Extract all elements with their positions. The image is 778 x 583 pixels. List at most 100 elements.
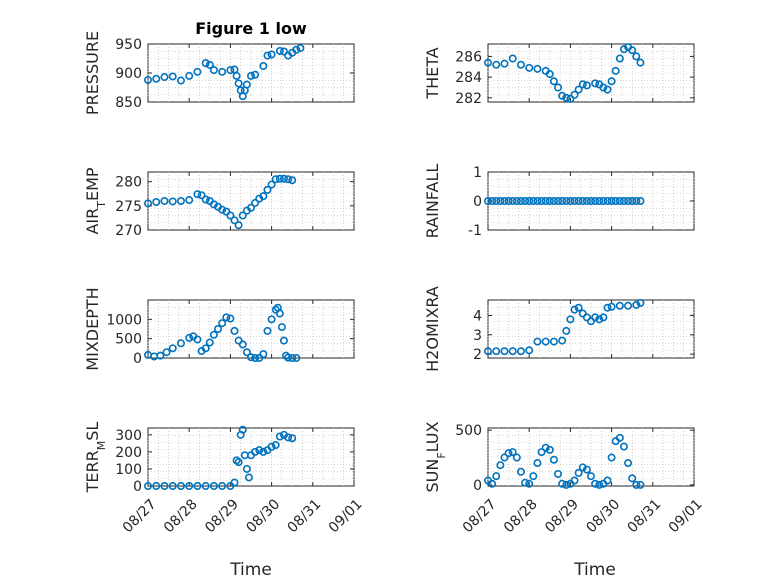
y-tick-label: 0	[133, 351, 142, 367]
data-point	[504, 197, 513, 206]
data-point	[483, 58, 492, 67]
data-point	[251, 70, 260, 79]
data-point	[144, 199, 153, 208]
data-point	[636, 197, 645, 206]
data-point	[607, 302, 616, 311]
data-point	[521, 478, 530, 487]
data-point	[197, 191, 206, 200]
data-point	[603, 197, 612, 206]
data-point	[492, 197, 501, 206]
data-point	[595, 197, 604, 206]
data-point	[636, 298, 645, 307]
y-tick-label: 1000	[106, 312, 142, 328]
data-point	[222, 313, 231, 322]
data-point	[570, 476, 579, 485]
data-point	[562, 326, 571, 335]
data-point	[578, 463, 587, 472]
y-tick-label: 280	[115, 175, 142, 191]
y-axis-label-main: SUN	[423, 459, 442, 493]
y-axis-label-rest: LUX	[423, 421, 442, 452]
y-tick-label: 4	[473, 308, 482, 324]
data-point	[512, 197, 521, 206]
data-point	[624, 301, 633, 310]
data-point	[541, 197, 550, 206]
data-point	[582, 81, 591, 90]
data-point	[214, 324, 223, 333]
data-point	[615, 197, 624, 206]
data-point	[570, 90, 579, 99]
data-point	[279, 336, 288, 345]
data-point	[586, 472, 595, 481]
data-point	[284, 175, 293, 184]
data-point	[492, 60, 501, 69]
data-point	[566, 315, 575, 324]
y-axis-label-main: MIXDEPTH	[83, 287, 102, 370]
data-point	[578, 80, 587, 89]
data-point	[251, 353, 260, 362]
data-point	[500, 197, 509, 206]
data-point	[488, 197, 497, 206]
data-point	[595, 315, 604, 324]
data-point	[578, 197, 587, 206]
data-point	[508, 347, 517, 356]
data-point	[193, 67, 202, 76]
data-point	[193, 481, 202, 490]
data-point	[496, 197, 505, 206]
data-point	[549, 455, 558, 464]
y-tick-label: 900	[115, 66, 142, 82]
subplot-pressure: 850 900 950 PRESSURE	[83, 31, 355, 115]
data-point	[247, 71, 256, 80]
y-axis-label-rest: EMP	[83, 167, 102, 201]
data-point	[586, 197, 595, 206]
data-point	[574, 85, 583, 94]
data-point	[574, 197, 583, 206]
data-point	[496, 461, 505, 470]
data-point	[558, 479, 567, 488]
data-point	[193, 335, 202, 344]
data-point	[570, 305, 579, 314]
data-point	[176, 339, 185, 348]
data-point	[591, 197, 600, 206]
data-point	[209, 330, 218, 339]
data-point	[201, 481, 210, 490]
data-point	[288, 176, 297, 185]
data-point	[218, 481, 227, 490]
data-point	[488, 479, 497, 488]
y-axis-label-rest: SL	[83, 422, 102, 441]
data-point	[562, 93, 571, 102]
data-point	[533, 197, 542, 206]
y-tick-label: 200	[115, 445, 142, 461]
data-point	[537, 448, 546, 457]
data-point	[176, 481, 185, 490]
data-point	[185, 196, 194, 205]
data-point	[607, 77, 616, 86]
data-point	[279, 47, 288, 56]
data-point	[242, 464, 251, 473]
data-point	[628, 474, 637, 483]
data-point	[558, 197, 567, 206]
data-point	[230, 326, 239, 335]
data-point	[160, 481, 169, 490]
data-point	[284, 433, 293, 442]
data-point	[615, 433, 624, 442]
y-axis-label-main: THETA	[423, 47, 442, 99]
data-point	[259, 447, 268, 456]
y-axis-label-sub: F	[435, 452, 448, 458]
data-point	[558, 336, 567, 345]
data-point	[267, 442, 276, 451]
data-point	[545, 70, 554, 79]
data-point	[619, 442, 628, 451]
data-point	[558, 91, 567, 100]
data-point	[263, 51, 272, 60]
data-point	[288, 434, 297, 443]
data-point	[591, 79, 600, 88]
y-tick-label: 282	[455, 91, 482, 107]
y-tick-label: 850	[115, 95, 142, 111]
data-point	[185, 71, 194, 80]
data-point	[288, 353, 297, 362]
y-tick-label: 100	[115, 462, 142, 478]
y-axis-label-main: AIR	[83, 208, 102, 235]
data-point	[632, 52, 641, 61]
data-point	[247, 203, 256, 212]
data-point	[263, 185, 272, 194]
